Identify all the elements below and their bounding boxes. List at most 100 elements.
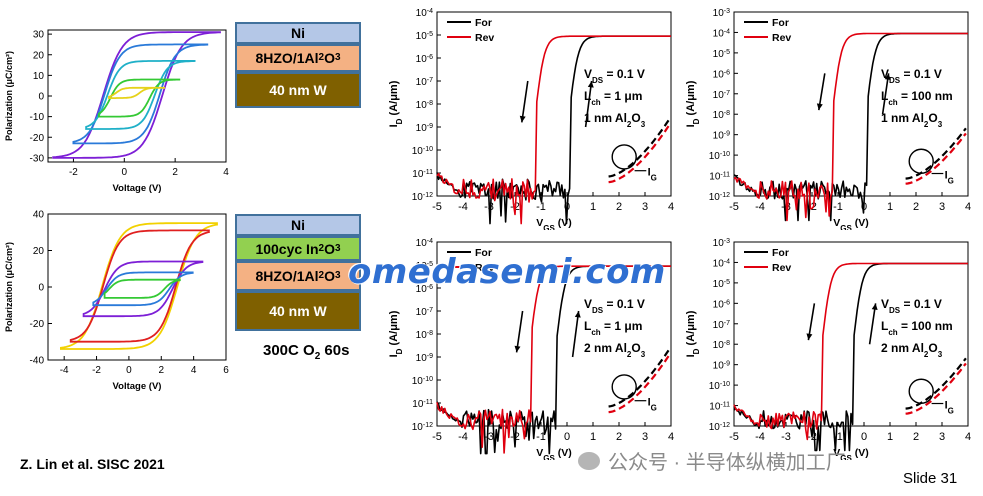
ig-label: IG xyxy=(648,397,657,413)
y-tick-label: 10-10 xyxy=(412,146,433,158)
x-tick-label: 2 xyxy=(172,167,178,178)
y-tick-label: 10-10 xyxy=(412,376,433,388)
y-tick-label: 10-5 xyxy=(713,48,730,60)
y-axis-label: ID (A/μm) xyxy=(685,310,701,357)
y-tick-label: -10 xyxy=(30,112,45,123)
y-tick-label: 10-5 xyxy=(416,261,433,273)
y-tick-label: 10-10 xyxy=(709,381,730,393)
slide-number: Slide 31 xyxy=(903,470,958,487)
ig-label: IG xyxy=(945,170,954,186)
x-tick-label: -5 xyxy=(729,201,739,213)
reverse-sweep-arrow xyxy=(521,80,529,123)
y-tick-label: -20 xyxy=(30,319,45,330)
x-tick-label: 4 xyxy=(223,167,229,178)
y-tick-label: 10-9 xyxy=(713,360,730,372)
legend-for-label: For xyxy=(772,247,789,259)
ig-circle xyxy=(908,378,934,404)
x-tick-label: 4 xyxy=(191,365,197,376)
forward-sweep-arrow-head xyxy=(884,73,891,81)
legend-rev-label: Rev xyxy=(772,32,791,44)
y-tick-label: 10-11 xyxy=(412,169,433,181)
rev-curve xyxy=(436,35,671,225)
hysteresis-loop xyxy=(108,86,165,99)
legend-for-label: For xyxy=(475,247,492,259)
transfer-chart-4: -5 -4 -3 -2 -1 0 1 2 3 410-1210-1110-1010-910-810… xyxy=(685,238,971,461)
reverse-sweep-arrow-head xyxy=(519,115,526,123)
y-tick-label: 10-7 xyxy=(416,307,433,319)
x-tick-label: 2 xyxy=(913,201,919,213)
x-tick-label: -1 xyxy=(833,431,843,443)
forward-sweep-arrow-head xyxy=(587,81,594,88)
y-axis-label: ID (A/μm) xyxy=(388,310,404,357)
watermark-text: omedasemi.com xyxy=(348,252,666,292)
vds-annotation: VDS = 0.1 V xyxy=(881,67,942,85)
transfer-chart-2: -5 -4 -3 -2 -1 0 1 2 3 410-1210-1110-1010-910-810… xyxy=(685,8,971,231)
x-tick-label: 2 xyxy=(158,365,164,376)
y-tick-label: 10-12 xyxy=(709,192,730,204)
oxide-annotation: 1 nm Al2O3 xyxy=(881,111,943,129)
x-tick-label: 6 xyxy=(223,365,229,376)
oxide-annotation: 2 nm Al2O3 xyxy=(881,341,943,359)
reverse-sweep-arrow-head xyxy=(514,345,521,353)
y-tick-label: 10-5 xyxy=(416,31,433,43)
rev-curve xyxy=(733,262,968,441)
x-tick-label: 2 xyxy=(616,201,622,213)
transfer-chart-3: -5 -4 -3 -2 -1 0 1 2 3 410-1210-1110-1010-910-810… xyxy=(388,238,674,461)
x-tick-label: -4 xyxy=(458,201,468,213)
wechat-icon xyxy=(578,451,600,470)
y-tick-label: 20 xyxy=(33,246,45,257)
y-tick-label: 0 xyxy=(38,92,44,103)
y-tick-label: 10-11 xyxy=(709,401,730,413)
x-tick-label: 3 xyxy=(642,431,648,443)
forward-sweep-arrow xyxy=(584,80,593,128)
y-tick-label: 10-4 xyxy=(713,258,730,270)
x-tick-label: 1 xyxy=(590,201,596,213)
reverse-sweep-arrow-head xyxy=(806,333,813,341)
legend-for-label: For xyxy=(475,17,492,29)
ig-circle xyxy=(611,374,637,400)
x-tick-label: -5 xyxy=(432,201,442,213)
hysteresis-loop xyxy=(98,78,181,118)
y-tick-label: 40 xyxy=(33,210,45,221)
rev-curve xyxy=(436,265,671,454)
y-tick-label: 10-4 xyxy=(713,28,730,40)
x-tick-label: -2 xyxy=(807,201,817,213)
y-tick-label: 10-12 xyxy=(412,192,433,204)
lch-annotation: Lch = 100 nm xyxy=(881,89,953,107)
x-tick-label: -5 xyxy=(432,431,442,443)
lch-annotation: Lch = 1 μm xyxy=(584,89,642,107)
y-tick-label: 10-3 xyxy=(713,238,730,250)
x-tick-label: -2 xyxy=(92,365,101,376)
x-axis-label: VGS (V) xyxy=(536,447,572,460)
x-axis-label: Voltage (V) xyxy=(113,183,162,194)
gate-leakage-curve xyxy=(905,362,967,415)
x-tick-label: -1 xyxy=(536,201,546,213)
forward-sweep-arrow xyxy=(571,310,580,358)
y-tick-label: 10-9 xyxy=(416,123,433,135)
x-tick-label: 4 xyxy=(668,201,674,213)
y-tick-label: 10-8 xyxy=(416,330,433,342)
x-tick-label: -4 xyxy=(755,201,765,213)
vds-annotation: VDS = 0.1 V xyxy=(584,297,645,315)
y-tick-label: 10-4 xyxy=(416,8,433,20)
y-tick-label: 0 xyxy=(38,283,44,294)
y-tick-label: 30 xyxy=(33,30,45,41)
x-tick-label: -1 xyxy=(833,201,843,213)
wechat-watermark: 公众号 · 半导体纵横加工厂 xyxy=(578,446,846,475)
oxide-annotation: 1 nm Al2O3 xyxy=(584,111,646,129)
y-tick-label: -30 xyxy=(30,153,45,164)
x-tick-label: 0 xyxy=(861,431,867,443)
x-tick-label: 1 xyxy=(887,201,893,213)
plot-frame xyxy=(733,241,969,427)
hysteresis-loop xyxy=(69,229,210,343)
x-tick-label: 2 xyxy=(616,431,622,443)
stack-layer-w: 40 nm W xyxy=(235,291,361,331)
hysteresis-loop xyxy=(72,43,209,145)
y-tick-label: 10-12 xyxy=(709,422,730,434)
x-tick-label: -2 xyxy=(69,167,78,178)
forward-sweep-arrow xyxy=(881,73,890,115)
y-tick-label: 10-11 xyxy=(709,171,730,183)
y-tick-label: 10-9 xyxy=(416,353,433,365)
ig-label: IG xyxy=(648,167,657,183)
